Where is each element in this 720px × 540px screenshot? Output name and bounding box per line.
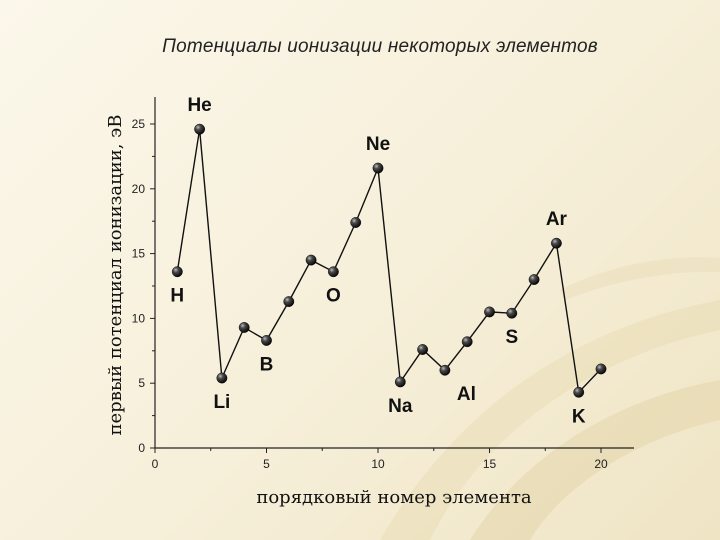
data-point [327,266,339,278]
y-tick-label: 15 [132,247,146,261]
data-point [216,372,228,384]
element-label: S [505,327,518,348]
slide-title: Потенциалы ионизации некоторых элементов [162,36,598,57]
element-label: Ar [546,209,568,230]
element-label: B [260,354,274,375]
series-line-layer [176,129,602,394]
x-tick-label: 0 [152,457,159,471]
data-point [417,344,428,355]
x-tick-label: 10 [371,457,385,471]
data-point [261,335,272,346]
y-tick-label: 20 [132,182,146,196]
y-tick-label: 25 [132,117,146,131]
data-point [484,306,495,318]
x-axis-title: порядковый номер элемента [256,487,532,508]
y-axis-title: первый потенциал ионизации, эВ [105,115,126,436]
data-point [372,162,384,174]
series-line [176,129,602,394]
axes: 0 5 10 15 20 25 0 5 10 15 20 [132,97,634,471]
y-tick-label: 10 [132,311,146,325]
element-label: Li [213,392,230,413]
data-point [461,336,473,348]
element-label: O [326,286,341,307]
data-point [394,376,406,388]
data-point [595,363,607,375]
element-label: Ne [366,134,390,155]
data-point [283,296,295,307]
data-points [171,123,607,398]
x-tick-label: 15 [483,457,497,471]
x-tick-label: 20 [594,457,608,471]
data-point [350,217,362,228]
x-tick-label: 5 [263,457,270,471]
data-point [506,307,518,319]
data-point [238,322,250,333]
data-point [573,386,585,398]
data-point [194,123,206,135]
data-point [439,364,451,376]
element-label: Na [388,396,413,417]
element-label: Al [457,384,476,405]
element-label: He [187,95,211,116]
y-tick-label: 0 [138,441,145,455]
y-tick-label: 5 [138,376,145,390]
element-label: H [170,286,184,307]
element-labels: H He Li B O Ne Na Al S Ar K [170,95,585,427]
data-point [171,266,183,278]
data-point [305,254,317,266]
element-label: K [572,406,586,427]
data-point [551,237,562,249]
data-point [528,274,540,285]
